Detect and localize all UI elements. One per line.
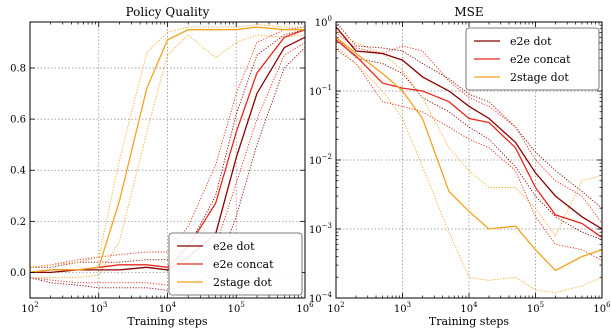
chart2-legend-box — [465, 27, 600, 91]
chart2-xtick-label-3-exponent: 5 — [540, 301, 544, 309]
chart1-xtick-label-0: 102 — [21, 301, 38, 315]
chart1-series-3-lower-bound — [30, 34, 305, 279]
chart1-xtick-label-2-base: 10 — [159, 304, 172, 315]
chart1-ytick-label-1: 0.2 — [10, 217, 26, 228]
chart2-legend-label-3: 2stage dot — [510, 71, 569, 84]
chart1-series-2-lower-bound — [30, 42, 305, 286]
chart1-ytick-label-3: 0.6 — [10, 115, 26, 126]
chart2-legend-label-2: e2e concat — [510, 53, 571, 66]
chart1-xtick-label-1-exponent: 3 — [103, 301, 107, 309]
chart1-title: Policy Quality — [126, 5, 210, 19]
chart2-xtick-label-0: 102 — [327, 301, 344, 315]
chart1-xtick-label-1-base: 10 — [90, 304, 103, 315]
chart1-xtick-label-4-exponent: 6 — [309, 301, 314, 309]
chart1-xlabel: Training steps — [127, 315, 208, 328]
chart2-xtick-label-1-base: 10 — [394, 304, 407, 315]
chart2-ytick-label-3-exponent: −1 — [322, 84, 332, 92]
chart1-xtick-label-4: 106 — [296, 301, 314, 315]
chart1-xtick-label-3-base: 10 — [228, 304, 241, 315]
chart2-ytick-label-1-exponent: −3 — [322, 222, 332, 230]
chart1-xtick-label-4-base: 10 — [296, 304, 309, 315]
chart1-ytick-label-2: 0.4 — [10, 166, 26, 177]
chart1-xtick-label-2: 104 — [159, 301, 177, 315]
chart1-legend: e2e dot e2e concat 2stage dot — [168, 232, 303, 296]
chart2-ytick-label-1: 10−3 — [309, 222, 332, 236]
chart2-ytick-label-2: 10−2 — [309, 153, 332, 167]
chart2-xtick-label-2: 104 — [460, 301, 478, 315]
chart2-xlabel: Training steps — [429, 315, 510, 328]
chart1-legend-label-2: e2e concat — [213, 258, 274, 271]
chart1-xtick-label-0-base: 10 — [21, 304, 34, 315]
chart2-ytick-label-0-base: 10 — [309, 294, 322, 305]
chart2-xtick-label-0-exponent: 2 — [340, 301, 344, 309]
chart1-series-3-line — [30, 26, 305, 274]
chart2-xtick-label-1: 103 — [394, 301, 411, 315]
chart2-series-1-line — [336, 26, 602, 230]
chart2-series-2-line — [336, 39, 602, 239]
chart2-ytick-label-2-exponent: −2 — [322, 153, 332, 161]
chart2-xtick-label-2-exponent: 4 — [473, 301, 478, 309]
chart1-legend-label-3: 2stage dot — [213, 276, 272, 289]
chart2-ytick-label-3: 10−1 — [309, 84, 332, 98]
chart2-series-3-lower-bound — [336, 45, 602, 293]
chart1-ytick-label-4: 0.8 — [10, 64, 26, 75]
chart2-xtick-label-0-base: 10 — [327, 304, 340, 315]
chart2-xtick-label-1-exponent: 3 — [407, 301, 411, 309]
chart2-series-2-lower-bound — [336, 49, 602, 261]
chart2-series-2-upper-bound — [336, 32, 602, 224]
chart2-ytick-label-4-base: 10 — [315, 18, 328, 29]
chart2-xtick-label-4-exponent: 6 — [606, 301, 611, 309]
chart1-xtick-label-3: 105 — [228, 301, 245, 315]
chart2-xtick-label-4-base: 10 — [593, 304, 606, 315]
chart2-xtick-label-3-base: 10 — [527, 304, 540, 315]
chart1-xtick-label-3-exponent: 5 — [240, 301, 244, 309]
chart2-ytick-label-2-base: 10 — [309, 156, 322, 167]
chart1-series-3-upper-bound — [30, 24, 305, 268]
chart2-ytick-label-4: 100 — [315, 15, 332, 29]
chart1-plot-area — [30, 24, 305, 291]
chart2-xtick-label-4: 106 — [593, 301, 611, 315]
chart2-legend: e2e dot e2e concat 2stage dot — [465, 27, 600, 91]
chart2-plot-area — [336, 22, 602, 293]
chart1-ytick-label-0: 0.0 — [10, 268, 26, 279]
chart2-series-1-upper-bound — [336, 22, 602, 209]
chart1-series-2-upper-bound — [30, 26, 305, 268]
chart2-ytick-label-4-exponent: 0 — [328, 15, 332, 23]
chart2-title: MSE — [454, 5, 483, 19]
chart1-legend-label-1: e2e dot — [213, 240, 255, 253]
chart2-ytick-label-1-base: 10 — [309, 225, 322, 236]
chart2-ytick-label-0: 10−4 — [309, 291, 333, 305]
chart1-xtick-label-1: 103 — [90, 301, 107, 315]
chart2-xtick-label-2-base: 10 — [460, 304, 473, 315]
chart2-series-3-upper-bound — [336, 30, 602, 237]
chart2-legend-label-1: e2e dot — [510, 35, 552, 48]
chart1-legend-box — [168, 232, 303, 296]
chart2-ytick-label-3-base: 10 — [309, 87, 322, 98]
chart2-xtick-label-3: 105 — [527, 301, 544, 315]
chart2-series-3-line — [336, 36, 602, 272]
chart1-xtick-label-0-exponent: 2 — [34, 301, 38, 309]
chart2-ytick-label-0-exponent: −4 — [322, 291, 333, 299]
chart1-xtick-label-2-exponent: 4 — [172, 301, 177, 309]
